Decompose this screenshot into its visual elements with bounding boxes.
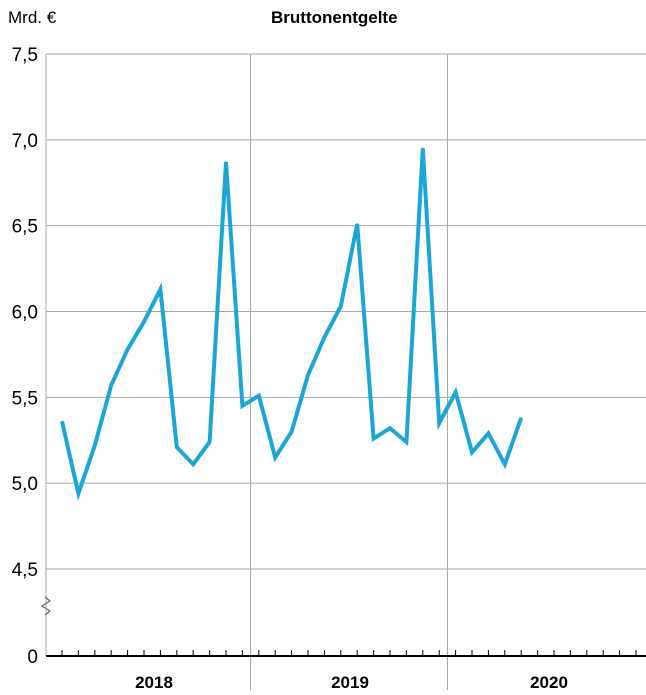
- y-tick-label: 7,0: [12, 131, 38, 152]
- data-point: [422, 147, 424, 150]
- data-point: [110, 384, 112, 387]
- y-tick-label: 6,5: [12, 217, 38, 238]
- chart-title: Bruttonentgelte: [271, 8, 398, 27]
- data-point: [192, 463, 194, 466]
- y-tick-label: 7,5: [12, 45, 38, 66]
- data-point: [159, 288, 162, 291]
- data-point: [323, 336, 326, 339]
- data-point: [274, 456, 277, 459]
- series-line: [60, 148, 524, 501]
- data-point: [225, 161, 227, 163]
- y-tick-label: 5,5: [12, 388, 38, 409]
- data-point: [126, 348, 129, 351]
- data-point: [307, 374, 309, 376]
- data-point: [77, 492, 80, 495]
- data-point: [504, 463, 506, 466]
- data-point: [258, 394, 260, 397]
- y-axis-unit-label: Mrd. €: [8, 8, 57, 27]
- data-point: [487, 432, 490, 435]
- y-tick-label: 4,5: [12, 560, 38, 581]
- year-label: 2019: [331, 673, 369, 692]
- data-point: [61, 420, 63, 423]
- data-point: [94, 444, 96, 447]
- data-point: [438, 422, 441, 424]
- data-point: [340, 305, 342, 308]
- data-point: [389, 427, 391, 430]
- data-point: [208, 441, 211, 443]
- data-point: [143, 321, 145, 323]
- data-point: [241, 405, 244, 407]
- year-label: 2018: [135, 673, 173, 692]
- data-point: [471, 451, 473, 454]
- data-point: [372, 437, 375, 440]
- y-tick-label: 6,0: [12, 303, 38, 324]
- data-point: [520, 417, 522, 419]
- axis-break-icon: [40, 596, 52, 616]
- data-point: [176, 446, 178, 448]
- data-point: [405, 441, 408, 443]
- y-tick-label: 5,0: [12, 474, 38, 495]
- data-point: [356, 223, 359, 225]
- y-tick-label: 0: [27, 647, 38, 668]
- year-label: 2020: [530, 673, 568, 692]
- data-point: [290, 430, 293, 433]
- data-point: [454, 391, 457, 394]
